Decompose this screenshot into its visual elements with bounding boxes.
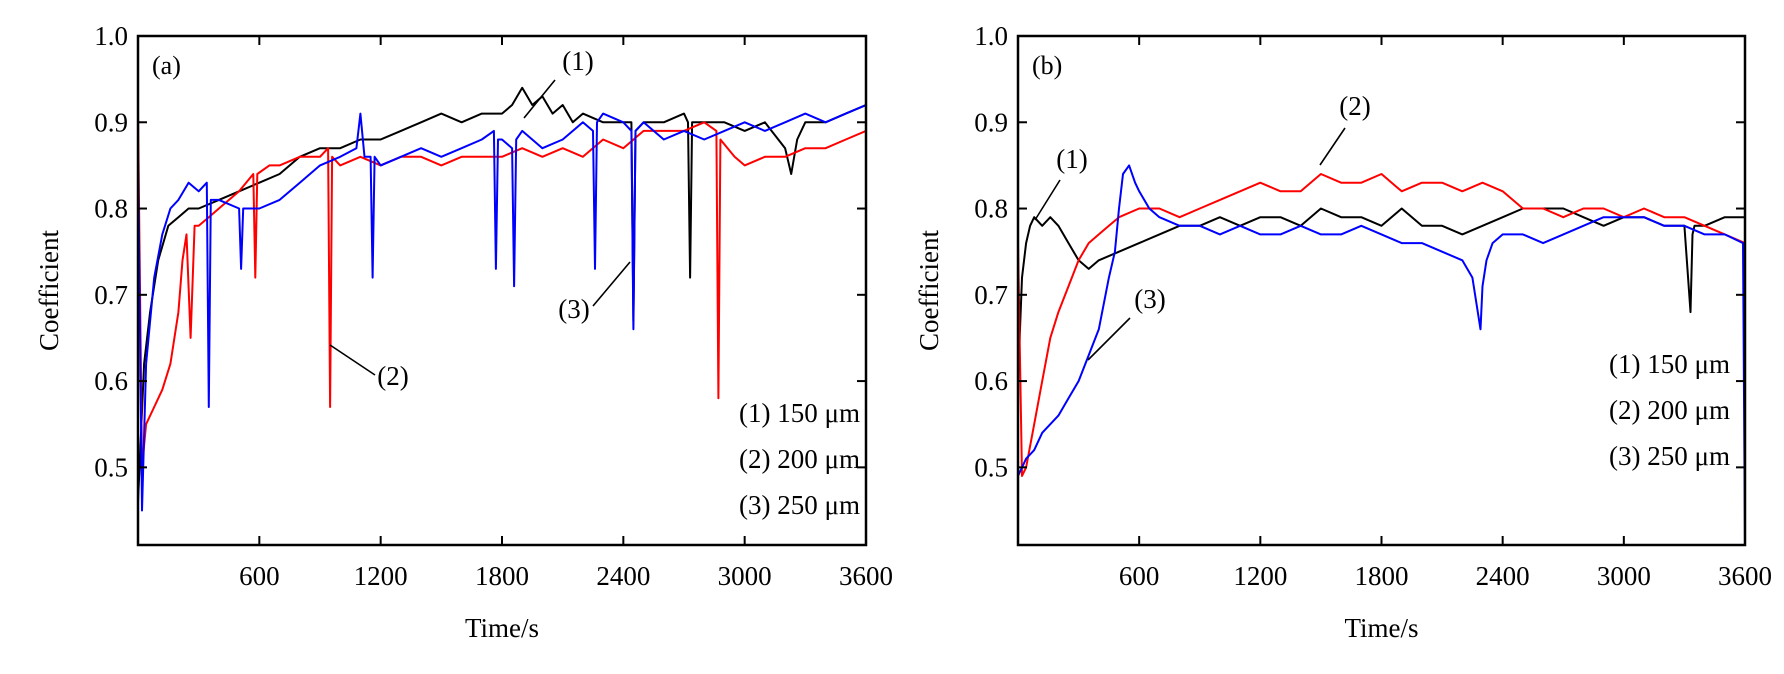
x-axis-label: Time/s bbox=[1344, 613, 1418, 643]
legend-entry: (1) 150 μm bbox=[739, 398, 860, 428]
y-tick-label: 0.5 bbox=[974, 452, 1008, 482]
callout-leader bbox=[1087, 317, 1131, 361]
callout-label: (2) bbox=[1339, 91, 1370, 121]
x-axis-label: Time/s bbox=[465, 613, 539, 643]
y-tick-label: 0.9 bbox=[94, 107, 128, 137]
series-group bbox=[1018, 164, 1745, 545]
y-tick-label: 0.8 bbox=[974, 194, 1008, 224]
x-tick-label: 2400 bbox=[1476, 561, 1530, 591]
callout-leader bbox=[523, 79, 556, 119]
y-tick-label: 0.8 bbox=[94, 194, 128, 224]
y-axis-label: Coefficient bbox=[914, 230, 944, 351]
y-tick-label: 0.9 bbox=[974, 107, 1008, 137]
legend-entry: (2) 200 μm bbox=[1609, 395, 1730, 425]
series-line-1 bbox=[138, 86, 866, 502]
callout-label: (1) bbox=[562, 46, 593, 76]
y-tick-label: 0.7 bbox=[974, 280, 1008, 310]
x-tick-label: 1800 bbox=[475, 561, 529, 591]
chart-panel-a: 600 1200 1800 2400 3000 3600 0.5 0.6 0.7 0.8 0.9 1.… bbox=[34, 21, 893, 643]
y-tick-label: 0.6 bbox=[94, 366, 128, 396]
callout-leader bbox=[592, 261, 631, 307]
series-line-2 bbox=[1018, 173, 1745, 477]
callout-label: (3) bbox=[558, 294, 589, 324]
callout-label: (2) bbox=[377, 361, 408, 391]
y-tick-label: 1.0 bbox=[974, 21, 1008, 51]
callout-label: (3) bbox=[1134, 284, 1165, 314]
y-tick-label: 0.7 bbox=[94, 280, 128, 310]
x-tick-label: 3600 bbox=[839, 561, 893, 591]
x-tick-label: 3000 bbox=[1597, 561, 1651, 591]
x-tick-label: 1800 bbox=[1355, 561, 1409, 591]
callout-label: (1) bbox=[1056, 144, 1087, 174]
callout-leader bbox=[1319, 127, 1346, 166]
x-tick-label: 600 bbox=[239, 561, 280, 591]
x-tick-label: 3600 bbox=[1718, 561, 1772, 591]
legend-entry: (3) 250 μm bbox=[1609, 441, 1730, 471]
y-tick-label: 0.5 bbox=[94, 452, 128, 482]
chart-panel-b: 600 1200 1800 2400 3000 3600 0.5 0.6 0.7 0.8 0.9 1.… bbox=[914, 21, 1772, 643]
x-tick-label: 3000 bbox=[718, 561, 772, 591]
y-tick-label: 1.0 bbox=[94, 21, 128, 51]
legend-entry: (1) 150 μm bbox=[1609, 349, 1730, 379]
x-tick-label: 1200 bbox=[354, 561, 408, 591]
x-tick-label: 1200 bbox=[1233, 561, 1287, 591]
x-tick-label: 600 bbox=[1119, 561, 1160, 591]
x-tick-label: 2400 bbox=[596, 561, 650, 591]
y-axis-label: Coefficient bbox=[34, 230, 64, 351]
panel-label: (b) bbox=[1032, 51, 1062, 80]
callout-leader bbox=[1034, 179, 1061, 221]
y-tick-label: 0.6 bbox=[974, 366, 1008, 396]
panel-label: (a) bbox=[152, 51, 181, 80]
series-line-3 bbox=[1018, 164, 1745, 545]
callout-leader bbox=[329, 344, 376, 376]
legend-entry: (2) 200 μm bbox=[739, 444, 860, 474]
series-line-3 bbox=[138, 104, 866, 512]
legend-entry: (3) 250 μm bbox=[739, 490, 860, 520]
